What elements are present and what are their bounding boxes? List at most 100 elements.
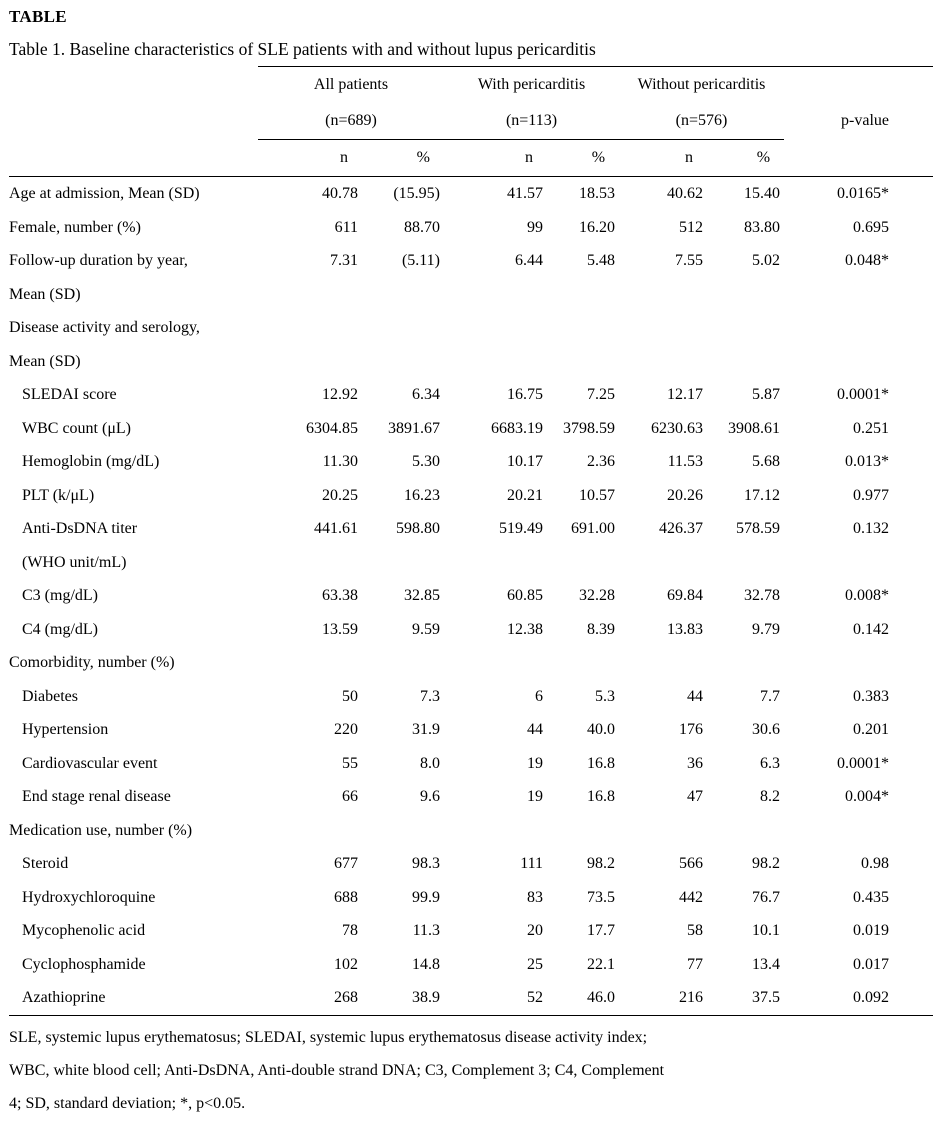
table-cell: 32.28 [579, 587, 616, 604]
table-cell: 15.40 [744, 185, 781, 202]
table-cell: 5.87 [752, 386, 781, 403]
table-cell: 3908.61 [728, 419, 781, 437]
label-line: C3 (mg/dL) [22, 587, 98, 604]
table-cell: 7.7 [760, 687, 781, 705]
label-line: Diabetes [22, 687, 78, 705]
table-row: Follow-up duration by year, Mean (SD) 7.31… [9, 244, 933, 311]
label-line: (WHO unit/mL) [22, 553, 127, 571]
row-label: Hydroxychloroquine [9, 881, 258, 915]
table-cell: 16.8 [587, 754, 616, 772]
table-cell: 20.21 [507, 486, 543, 504]
table-cell: 6230.63 [651, 419, 704, 437]
table-cell: 102 [334, 955, 358, 973]
table-cell: 7.31 [330, 252, 358, 269]
table-cell: 38.9 [362, 981, 444, 1016]
table-cell: 426.37 [659, 520, 704, 537]
table-row: Cardiovascular event 55 8.0 19 16.8 36 6.3 0.00… [9, 747, 933, 781]
table-cell: 99 [527, 218, 543, 236]
subheader-pct-without: % [707, 139, 785, 177]
group-without-pericarditis-n: (n=576) [619, 103, 785, 140]
table-body: Age at admission, Mean (SD) 40.78 (15.95) 4… [9, 177, 934, 1016]
table-cell: 10.1 [752, 922, 781, 939]
pvalue-cell: 0.142 [853, 620, 890, 638]
table-cell: 6.34 [412, 386, 440, 403]
row-label: Steroid [9, 847, 258, 881]
table-cell: 19 [527, 754, 543, 772]
table-cell: 36 [687, 754, 704, 772]
table-cell: 17.12 [744, 486, 781, 504]
label-line: Cardiovascular event [22, 754, 158, 772]
table-cell: 10.17 [507, 453, 543, 470]
table-cell: 37.5 [707, 981, 785, 1016]
table-cell: 5.30 [412, 453, 440, 470]
pvalue-cell: 0.98 [861, 855, 890, 872]
group-header-row: All patients With pericarditis Without p… [9, 66, 934, 103]
subheader-pct-with: % [547, 139, 620, 177]
table-cell: 30.6 [752, 721, 781, 738]
table-cell: 52 [444, 981, 547, 1016]
table-row: Hydroxychloroquine 688 99.9 83 73.5 442 76.7 0.… [9, 881, 933, 915]
table-cell: 88.70 [404, 218, 440, 236]
footnote-line: 4; SD, standard deviation; *, p<0.05. [9, 1094, 246, 1112]
table-cell: 32.78 [744, 587, 781, 604]
table-cell: 11.30 [322, 453, 358, 470]
table-cell: (15.95) [393, 185, 440, 202]
table-cell: 111 [520, 855, 543, 872]
row-label: Hypertension [9, 713, 258, 747]
pvalue-cell: 0.435 [853, 888, 890, 906]
pvalue-cell: 0.092 [784, 981, 934, 1016]
section-heading: TABLE [9, 7, 67, 26]
table-row: C4 (mg/dL) 13.59 9.59 12.38 8.39 13.83 9.79 0.1… [9, 613, 933, 647]
subheader-spacer [784, 139, 934, 177]
table-cell: 6.44 [515, 252, 543, 269]
footnotes: SLE, systemic lupus erythematosus; SLEDA… [9, 1021, 933, 1120]
row-label: SLEDAI score [9, 378, 258, 412]
table-row: Diabetes 50 7.3 6 5.3 44 7.7 0.383 [9, 680, 933, 714]
table-cell: 83.80 [744, 218, 781, 236]
table-cell: 566 [679, 855, 704, 872]
table-cell: (5.11) [401, 252, 440, 269]
table-cell: 73.5 [587, 888, 616, 906]
table-cell: 44 [527, 721, 543, 738]
pvalue-cell: 0.132 [853, 520, 890, 537]
pvalue-cell: 0.013* [845, 453, 890, 470]
table-cell: 9.59 [412, 620, 440, 638]
row-label: C3 (mg/dL) [9, 579, 258, 613]
footnote-line: SLE, systemic lupus erythematosus; SLEDA… [9, 1028, 648, 1046]
table-cell: 13.4 [752, 955, 781, 973]
table-cell: 47 [687, 788, 704, 805]
table-cell: 60.85 [507, 587, 543, 604]
table-cell: 14.8 [412, 955, 440, 973]
table-cell: 10.57 [579, 486, 616, 504]
group-without-pericarditis-label: Without pericarditis [619, 66, 785, 103]
table-cell: 12.38 [507, 620, 543, 638]
table-cell: 16.75 [507, 386, 543, 403]
section-row: Disease activity and serology, Mean (SD) [9, 311, 933, 378]
row-label: Diabetes [9, 680, 258, 714]
subheader-n-all: n [258, 139, 362, 177]
label-line: Azathioprine [22, 989, 106, 1006]
table-cell: 512 [679, 218, 704, 236]
group-all-patients-n: (n=689) [258, 103, 444, 140]
table-row: Hemoglobin (mg/dL) 11.30 5.30 10.17 2.36 11.5… [9, 445, 933, 479]
table-cell: 44 [687, 687, 704, 705]
row-label: Follow-up duration by year, Mean (SD) [9, 244, 258, 311]
pvalue-cell: 0.004* [845, 788, 890, 805]
table-cell: 2.36 [587, 453, 616, 470]
table-cell: 220 [334, 721, 358, 738]
table-cell: 216 [619, 981, 708, 1016]
table-cell: 519.49 [499, 520, 543, 537]
pvalue-cell: 0.383 [853, 687, 890, 705]
table-row: Hypertension 220 31.9 44 40.0 176 30.6 0.201 [9, 713, 933, 747]
table-cell: 8.39 [587, 620, 616, 638]
header-spacer [9, 103, 258, 140]
pvalue-cell: 0.048* [845, 252, 890, 269]
table-cell: 98.3 [412, 855, 440, 872]
label-line: C4 (mg/dL) [22, 620, 98, 638]
pvalue-cell: 0.251 [853, 419, 890, 437]
header-spacer [9, 139, 258, 177]
table-row: Cyclophosphamide 102 14.8 25 22.1 77 13.4 0.017 [9, 948, 933, 982]
table-cell: 20.25 [322, 486, 358, 504]
section-row: Comorbidity, number (%) [9, 646, 933, 680]
n-count-header-row: (n=689) (n=113) (n=576) p-value [9, 103, 933, 140]
